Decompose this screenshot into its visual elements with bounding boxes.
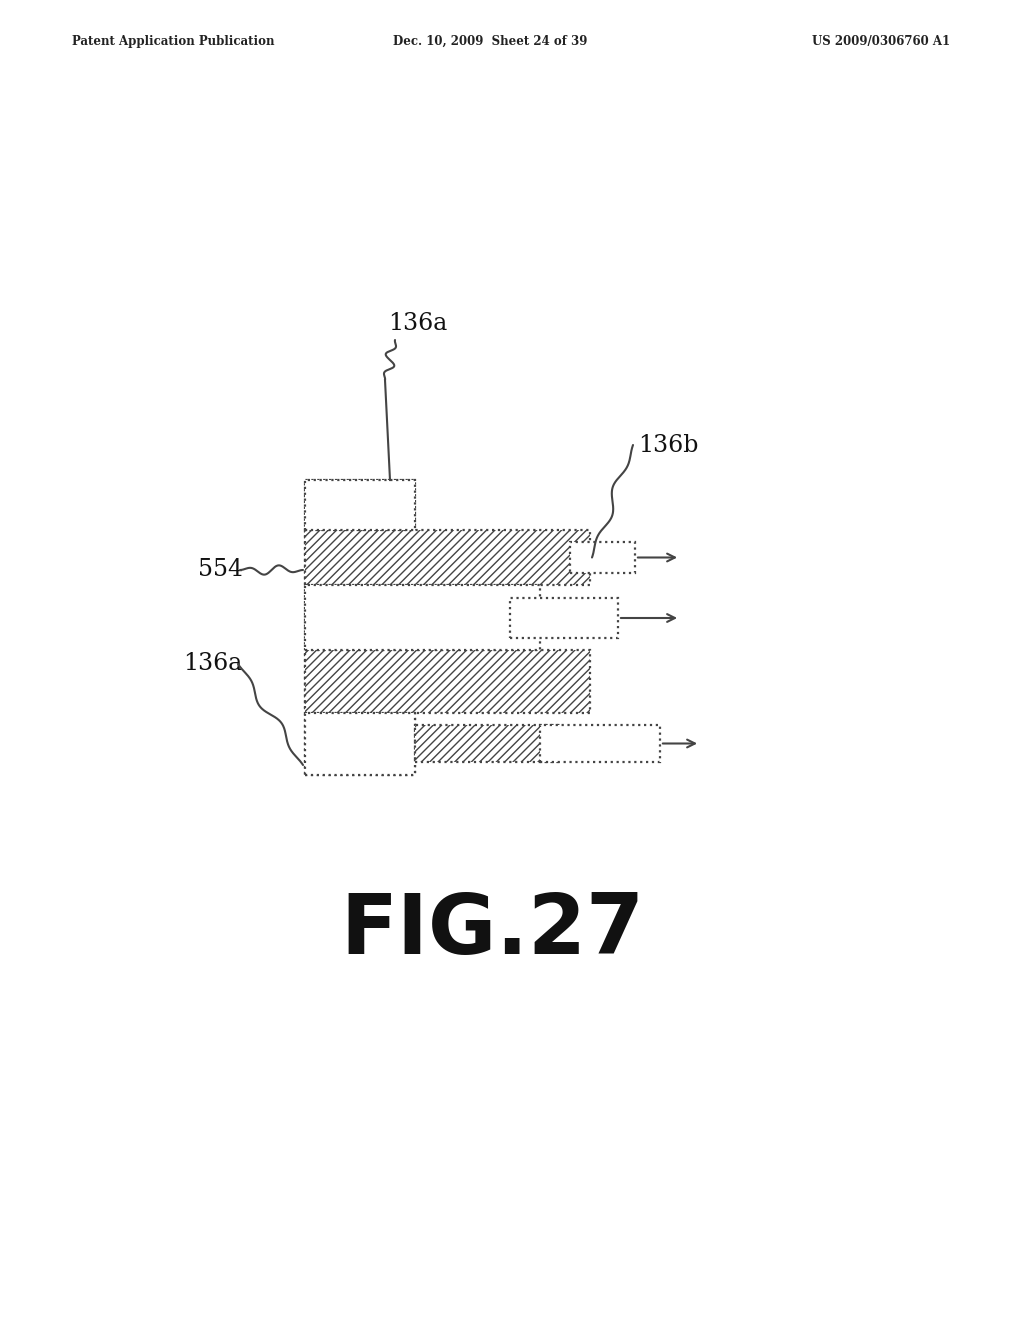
Text: 554: 554 bbox=[198, 558, 243, 582]
Text: Dec. 10, 2009  Sheet 24 of 39: Dec. 10, 2009 Sheet 24 of 39 bbox=[393, 36, 587, 48]
Bar bbox=[305, 585, 540, 649]
Bar bbox=[510, 598, 618, 638]
Text: 136a: 136a bbox=[183, 652, 243, 676]
Text: Patent Application Publication: Patent Application Publication bbox=[72, 36, 274, 48]
Bar bbox=[305, 480, 415, 775]
Bar bbox=[570, 543, 635, 573]
Text: FIG.27: FIG.27 bbox=[340, 890, 644, 972]
Text: 136a: 136a bbox=[388, 312, 447, 335]
Bar bbox=[415, 725, 560, 762]
Bar bbox=[540, 725, 660, 762]
Bar bbox=[305, 531, 590, 585]
Text: 136b: 136b bbox=[638, 433, 698, 457]
Bar bbox=[305, 649, 590, 713]
Bar bbox=[305, 480, 415, 531]
Text: US 2009/0306760 A1: US 2009/0306760 A1 bbox=[812, 36, 950, 48]
Bar bbox=[305, 713, 415, 775]
